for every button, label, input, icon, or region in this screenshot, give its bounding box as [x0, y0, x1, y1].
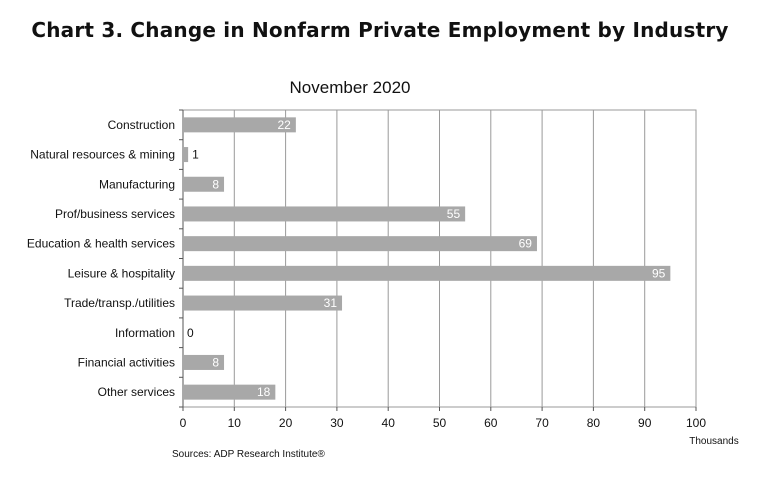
- bar: [183, 354, 225, 370]
- x-tick-label: 20: [279, 416, 293, 430]
- x-axis-label: Thousands: [689, 436, 738, 447]
- category-label: Financial activities: [78, 355, 175, 369]
- x-tick-label: 90: [638, 416, 652, 430]
- category-label: Leisure & hospitality: [68, 266, 175, 280]
- data-label: 18: [257, 385, 271, 399]
- category-label: Trade/transp./utilities: [64, 296, 175, 310]
- x-tick-label: 30: [330, 416, 344, 430]
- data-label: 8: [212, 355, 219, 369]
- bar: [183, 117, 296, 133]
- category-label: Natural resources & mining: [30, 148, 175, 162]
- x-tick-label: 70: [535, 416, 549, 430]
- category-label: Construction: [108, 118, 175, 132]
- x-tick-label: 50: [433, 416, 447, 430]
- page-title: Chart 3. Change in Nonfarm Private Emplo…: [31, 18, 729, 42]
- bar: [183, 295, 343, 311]
- bar: [183, 384, 276, 400]
- bar: [183, 176, 225, 192]
- category-label: Prof/business services: [55, 207, 175, 221]
- bar: [183, 147, 189, 163]
- x-tick-label: 100: [686, 416, 706, 430]
- data-label: 1: [192, 148, 199, 162]
- data-label: 55: [447, 207, 461, 221]
- bar: [183, 206, 466, 222]
- data-label: 8: [212, 177, 219, 191]
- category-label: Education & health services: [27, 237, 175, 251]
- category-label: Manufacturing: [99, 177, 175, 191]
- x-tick-label: 0: [180, 416, 187, 430]
- category-label: Other services: [98, 385, 175, 399]
- bar: [183, 265, 671, 281]
- data-label: 95: [652, 266, 666, 280]
- chart-title: November 2020: [290, 78, 411, 97]
- bar: [183, 236, 537, 252]
- data-label: 69: [519, 237, 533, 251]
- x-tick-label: 80: [587, 416, 601, 430]
- data-label: 31: [324, 296, 338, 310]
- x-tick-label: 40: [382, 416, 396, 430]
- x-tick-label: 60: [484, 416, 498, 430]
- x-tick-label: 10: [228, 416, 242, 430]
- category-label: Information: [115, 326, 175, 340]
- data-label: 0: [187, 326, 194, 340]
- source-note: Sources: ADP Research Institute®: [172, 449, 325, 460]
- data-label: 22: [278, 118, 292, 132]
